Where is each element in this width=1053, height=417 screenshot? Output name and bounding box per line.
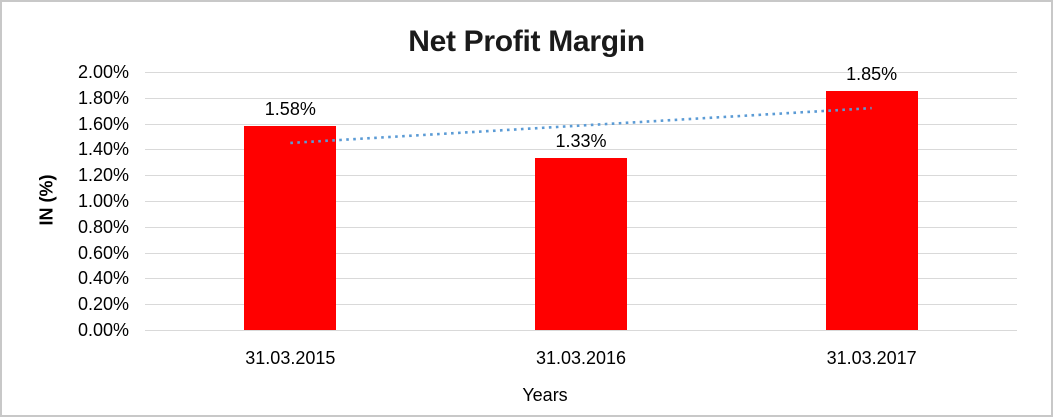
bar-31.03.2016 [535,158,627,330]
x-tick-label: 31.03.2015 [245,348,336,368]
bar-31.03.2017 [825,91,918,330]
chart-title: Net Profit Margin [408,25,645,58]
y-tick-label: 2.00% [77,62,129,82]
gridline [145,149,1017,151]
data-label: 1.85% [846,64,898,85]
gridline [145,97,1017,99]
y-tick-label: 1.60% [77,113,129,134]
gridline [145,72,1017,73]
x-tick-label: 31.03.2017 [826,348,917,368]
bar-31.03.2015 [244,126,337,330]
x-axis-title: Years [522,385,568,405]
data-label: 1.58% [264,99,316,120]
data-label: 1.33% [555,131,607,152]
y-tick-label: 0.00% [77,320,129,340]
y-tick-label: 1.40% [77,139,129,160]
y-tick-label: 1.80% [77,87,129,108]
y-tick-label: 0.80% [77,216,129,237]
y-tick-label: 1.00% [77,191,129,211]
gridline [145,330,1017,331]
x-tick-label: 31.03.2016 [535,348,627,368]
y-tick-label: 1.20% [77,165,129,186]
y-tick-label: 0.40% [77,268,129,289]
y-tick-label: 0.20% [77,294,129,315]
y-tick-label: 0.60% [77,242,129,263]
